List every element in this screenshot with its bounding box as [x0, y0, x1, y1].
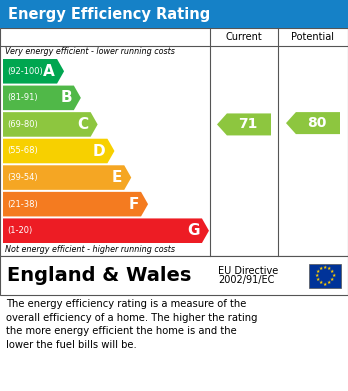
Polygon shape [3, 139, 114, 163]
Text: Not energy efficient - higher running costs: Not energy efficient - higher running co… [5, 246, 175, 255]
Text: ★: ★ [323, 264, 327, 269]
Text: A: A [43, 64, 55, 79]
Text: (69-80): (69-80) [7, 120, 38, 129]
Text: ★: ★ [314, 273, 319, 278]
Polygon shape [3, 86, 81, 110]
Text: EU Directive: EU Directive [218, 267, 278, 276]
Text: (81-91): (81-91) [7, 93, 38, 102]
Text: 80: 80 [307, 116, 327, 130]
Text: B: B [60, 90, 72, 105]
Text: C: C [78, 117, 89, 132]
Text: D: D [93, 143, 105, 158]
Bar [309, 264, 341, 287]
Polygon shape [3, 112, 98, 137]
Text: ★: ★ [330, 269, 334, 274]
Text: (39-54): (39-54) [7, 173, 38, 182]
Polygon shape [3, 165, 131, 190]
Text: Current: Current [226, 32, 262, 42]
Polygon shape [217, 113, 271, 135]
Text: ★: ★ [327, 265, 331, 271]
Text: England & Wales: England & Wales [7, 266, 191, 285]
Text: ★: ★ [331, 273, 336, 278]
Text: (55-68): (55-68) [7, 147, 38, 156]
Text: F: F [129, 197, 139, 212]
Text: ★: ★ [315, 277, 320, 282]
Bar [0, 28, 348, 256]
Text: (92-100): (92-100) [7, 67, 43, 76]
Polygon shape [3, 219, 209, 243]
Text: Very energy efficient - lower running costs: Very energy efficient - lower running co… [5, 47, 175, 57]
Text: (1-20): (1-20) [7, 226, 32, 235]
Text: ★: ★ [315, 269, 320, 274]
Text: ★: ★ [327, 280, 331, 285]
Text: ★: ★ [323, 282, 327, 287]
Text: G: G [188, 223, 200, 238]
Text: ★: ★ [318, 280, 323, 285]
Text: ★: ★ [318, 265, 323, 271]
Text: (21-38): (21-38) [7, 200, 38, 209]
Polygon shape [3, 192, 148, 217]
Polygon shape [3, 59, 64, 84]
Text: 2002/91/EC: 2002/91/EC [218, 276, 274, 285]
Text: Energy Efficiency Rating: Energy Efficiency Rating [8, 7, 210, 22]
Text: The energy efficiency rating is a measure of the
overall efficiency of a home. T: The energy efficiency rating is a measur… [6, 299, 258, 350]
Text: 71: 71 [238, 117, 258, 131]
Polygon shape [286, 112, 340, 134]
Bar [0, 256, 348, 295]
Text: Potential: Potential [292, 32, 334, 42]
Text: E: E [112, 170, 122, 185]
Text: ★: ★ [330, 277, 334, 282]
Bar [0, 0, 348, 28]
